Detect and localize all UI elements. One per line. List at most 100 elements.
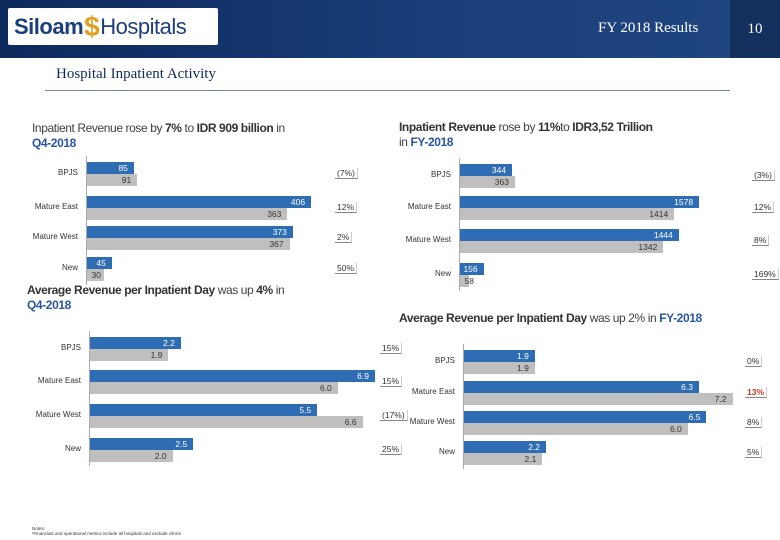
current-bar xyxy=(464,411,707,423)
current-bar xyxy=(460,263,484,275)
change-label: 0% xyxy=(745,356,763,367)
change-label: 8% xyxy=(745,417,763,428)
prior-bar xyxy=(87,174,138,186)
prior-bar xyxy=(87,269,104,281)
bar-value-label: 2.2 xyxy=(163,338,175,348)
bar-value-label: 2.1 xyxy=(524,454,537,464)
bar-value-label: 58 xyxy=(464,276,474,286)
chart-title: Inpatient Revenue rose by 11%to IDR3,52 … xyxy=(399,120,653,149)
bar-value-label: 45 xyxy=(96,258,106,268)
bar-value-label: 2.5 xyxy=(175,439,188,449)
divider xyxy=(45,90,730,91)
current-bar xyxy=(464,441,547,453)
bar-value-label: 1.9 xyxy=(517,363,529,373)
bar-value-label: 5.5 xyxy=(299,405,312,415)
category-label: BPJS xyxy=(434,356,455,365)
prior-bar xyxy=(460,208,675,220)
category-label: Mature West xyxy=(409,417,455,426)
category-label: Mature West xyxy=(32,232,78,241)
bar-value-label: 373 xyxy=(272,227,287,237)
prior-bar xyxy=(87,238,290,250)
prior-bar xyxy=(464,362,535,374)
change-label: 50% xyxy=(335,263,358,274)
current-bar xyxy=(87,226,293,238)
prior-bar xyxy=(90,382,338,394)
bar-value-label: 6.6 xyxy=(344,417,357,427)
change-label: (7%) xyxy=(335,168,358,179)
axis-line xyxy=(89,331,90,466)
change-label: 25% xyxy=(380,444,403,455)
current-bar xyxy=(460,164,513,176)
prior-bar xyxy=(464,423,688,435)
bar-value-label: 1444 xyxy=(653,230,673,240)
current-bar xyxy=(87,257,112,269)
bar-value-label: 1578 xyxy=(674,197,694,207)
axis-line xyxy=(86,156,87,285)
bar-value-label: 6.5 xyxy=(688,412,701,422)
current-bar xyxy=(90,438,194,450)
prior-bar xyxy=(464,453,543,465)
current-bar xyxy=(464,381,699,393)
prior-bar xyxy=(90,416,363,428)
bar-value-label: 367 xyxy=(269,239,284,249)
notes-heading: Notes: xyxy=(32,526,46,531)
category-label: BPJS xyxy=(57,168,78,177)
axis-line xyxy=(463,344,464,469)
category-label: Mature East xyxy=(37,376,81,385)
bar-value-label: 1342 xyxy=(638,242,658,252)
section-subtitle: Hospital Inpatient Activity xyxy=(56,66,216,82)
category-label: New xyxy=(434,269,451,278)
category-label: Mature East xyxy=(411,387,455,396)
category-label: New xyxy=(64,444,81,453)
bar-value-label: 156 xyxy=(463,264,478,274)
prior-bar xyxy=(460,275,469,287)
bar-value-label: 6.0 xyxy=(669,424,682,434)
siloam-logo: Siloam $ Hospitals xyxy=(8,8,218,45)
current-bar xyxy=(90,370,375,382)
prior-bar xyxy=(460,176,515,188)
change-label: 12% xyxy=(335,202,358,213)
axis-line xyxy=(459,158,460,291)
bar-value-label: 2.0 xyxy=(154,451,167,461)
logo-symbol-icon: $ xyxy=(84,10,100,42)
current-bar xyxy=(90,404,318,416)
bar-value-label: 1.9 xyxy=(150,350,163,360)
change-label: (17%) xyxy=(380,410,408,421)
page-number: 10 xyxy=(730,0,780,58)
change-label: 13% xyxy=(745,387,768,398)
prior-bar xyxy=(90,450,173,462)
bar-value-label: 6.3 xyxy=(681,382,693,392)
notes-line: ¹Financials and operational metrics incl… xyxy=(32,531,182,536)
bar-value-label: 6.0 xyxy=(319,383,332,393)
change-label: 15% xyxy=(380,376,403,387)
bar-value-label: 1414 xyxy=(649,209,669,219)
category-label: Mature West xyxy=(35,410,81,419)
bar-value-label: 406 xyxy=(290,197,306,207)
logo-text-2: Hospitals xyxy=(100,13,187,39)
chart-title: Average Revenue per Inpatient Day was up… xyxy=(27,283,285,312)
bar-value-label: 1.9 xyxy=(517,351,529,361)
prior-bar xyxy=(87,208,288,220)
current-bar xyxy=(460,196,700,208)
category-label: New xyxy=(438,447,455,456)
bar-value-label: 91 xyxy=(121,175,132,185)
change-label: 15% xyxy=(380,343,403,354)
category-label: Mature East xyxy=(34,202,78,211)
prior-bar xyxy=(460,241,664,253)
chart-title: Inpatient Revenue rose by 7% to IDR 909 … xyxy=(32,121,285,150)
bar-value-label: 363 xyxy=(267,209,282,219)
current-bar xyxy=(90,337,181,349)
prior-bar xyxy=(464,393,733,405)
change-label: (3%) xyxy=(752,170,775,181)
category-label: BPJS xyxy=(430,170,451,179)
current-bar xyxy=(87,196,312,208)
bar-value-label: 30 xyxy=(91,270,101,280)
current-bar xyxy=(464,350,535,362)
change-label: 5% xyxy=(745,447,763,458)
current-bar xyxy=(87,162,134,174)
header-title: FY 2018 Results xyxy=(598,20,699,36)
bar-value-label: 344 xyxy=(491,165,507,175)
change-label: 8% xyxy=(752,235,770,246)
category-label: New xyxy=(61,263,78,272)
bar-value-label: 6.9 xyxy=(357,371,369,381)
